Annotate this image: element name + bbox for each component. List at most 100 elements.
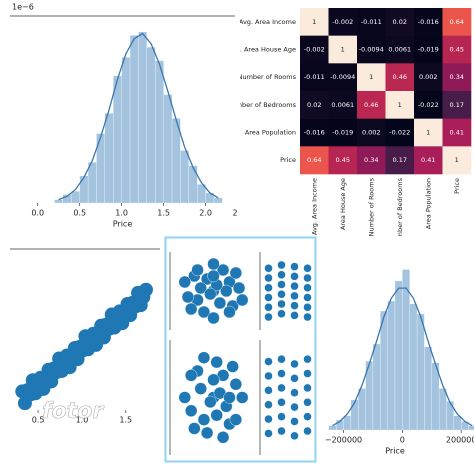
cell-label: -0.016: [304, 129, 325, 137]
cell-label: -0.022: [389, 129, 410, 137]
scatter-point: [197, 351, 211, 364]
scatter-point: [277, 290, 286, 299]
hist-bar: [180, 150, 189, 204]
heat-cell: [385, 35, 415, 64]
scatter-point: [223, 391, 236, 404]
cell-label: 1: [369, 73, 373, 81]
scatter-point: [303, 293, 312, 302]
scatter-point: [220, 284, 233, 298]
heat-cell: [300, 118, 329, 147]
hist-bar: [372, 343, 381, 431]
scatter-point: [303, 398, 312, 407]
heat-cell: [385, 63, 415, 92]
scatter-point: [236, 293, 249, 307]
scatter-point: [264, 400, 273, 409]
cell-label: 0.0061: [331, 101, 354, 109]
x-tick-label: 1.5: [157, 209, 170, 218]
scatter-point: [303, 412, 312, 421]
scatter-point: [303, 369, 312, 378]
hist-bar: [350, 399, 359, 431]
scatter-point: [184, 302, 198, 316]
scatter-point: [178, 275, 191, 289]
scatter-point: [264, 293, 273, 302]
cell-label: -0.0094: [359, 46, 384, 54]
cell-label: 0.41: [450, 129, 464, 137]
hist-bar: [409, 303, 418, 431]
scatter-point: [181, 290, 195, 304]
scatter-point: [277, 270, 286, 279]
hist-bar: [468, 425, 474, 431]
scatter-point: [204, 287, 217, 301]
scatter-point: [178, 391, 191, 404]
scatter-point: [277, 260, 286, 270]
scatter-point: [236, 391, 249, 404]
scatter-point: [290, 272, 299, 281]
heat-cell: [300, 8, 329, 36]
heat-cell: [385, 91, 415, 119]
cell-label: 0.64: [307, 156, 321, 164]
scatter-point: [264, 273, 273, 283]
scatter-point: [191, 263, 204, 277]
hist-bar: [129, 35, 139, 204]
scatter-point: [277, 299, 286, 309]
hist-bar: [121, 57, 131, 204]
hist-bar: [416, 313, 425, 431]
heat-cell: [328, 8, 358, 36]
col-label: Price: [453, 178, 461, 194]
row-label: g. Area House Age: [236, 46, 296, 54]
heat-cell: [414, 63, 443, 92]
offset-text: 1e−6: [12, 3, 34, 12]
scatter-point: [290, 281, 299, 291]
x-tick-label: 2.0: [199, 209, 212, 218]
scatter-point: [216, 263, 230, 277]
cell-label: 0.45: [450, 46, 464, 54]
scatter-point: [184, 369, 198, 382]
row-label: Number of Rooms: [238, 73, 297, 81]
scatter-point: [277, 398, 286, 407]
row-label: Area Population: [245, 129, 296, 137]
scatter-point: [264, 264, 273, 273]
heat-cell: [357, 35, 386, 64]
hist-bar: [402, 269, 410, 431]
heat-cell: [442, 146, 472, 175]
heat-cell: [357, 146, 386, 175]
hist-bar: [453, 415, 462, 431]
scatter-panel: 0.5 1.0 1.5: [15, 282, 153, 425]
cell-label: 0.34: [364, 156, 378, 164]
col-label: Avg. Area Income: [310, 178, 318, 235]
x-axis-label: Price: [385, 447, 405, 456]
scatter-point: [210, 408, 223, 422]
hist-bar: [163, 94, 173, 204]
scatter-point: [204, 395, 217, 409]
scatter-point: [290, 388, 299, 397]
hist-bar: [394, 280, 403, 431]
heat-cell: [442, 63, 472, 92]
cell-label: 0.46: [364, 101, 378, 109]
hist-bar: [380, 310, 388, 431]
scatter-point: [277, 280, 286, 289]
x-tick-label: 2: [232, 209, 237, 218]
x-tick-label: 0: [400, 436, 405, 445]
selection-border: [164, 236, 317, 463]
hist-bar: [54, 199, 64, 204]
scatter-point: [264, 312, 273, 322]
scatter-point: [303, 426, 312, 436]
cell-label: 0.41: [421, 156, 435, 164]
scatter-point: [229, 378, 243, 391]
scatter-point: [290, 301, 299, 310]
cell-label: 0.46: [393, 73, 407, 81]
scatter-point: [229, 266, 243, 280]
hist-bar: [328, 425, 337, 431]
x-tick-label: 0.0: [31, 209, 44, 218]
scatter-point: [303, 283, 312, 292]
scatter-point: [232, 281, 246, 295]
hist-bar: [87, 162, 97, 204]
scatter-point: [226, 360, 239, 373]
cell-label: 0.02: [393, 18, 407, 26]
heat-cell: [442, 35, 472, 64]
scatter-point: [207, 269, 220, 283]
scatter-point: [264, 386, 273, 395]
heatmap-panel: 1 -0.002 -0.011 0.02 -0.016 0.64 -0.002 1 -0.009…: [236, 8, 472, 236]
heat-cell: [414, 91, 443, 119]
